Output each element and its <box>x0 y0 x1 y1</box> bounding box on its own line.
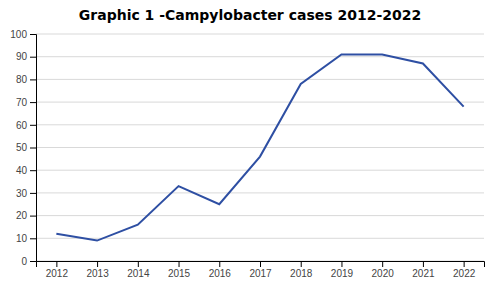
tick-mark <box>423 261 424 267</box>
tick-label: 2014 <box>127 268 150 279</box>
x-axis: 2012 2013 2014 2015 2016 2017 2018 2019 2020 2021… <box>37 261 485 279</box>
tick-mark <box>30 193 36 194</box>
tick: 40 <box>16 165 36 176</box>
tick-label: 70 <box>16 97 28 108</box>
tick-mark <box>30 34 36 35</box>
tick-label: 2012 <box>46 268 69 279</box>
tick-label: 20 <box>16 210 28 221</box>
tick: 60 <box>16 120 36 131</box>
tick-mark <box>30 79 36 80</box>
tick-mark <box>30 102 36 103</box>
tick-mark <box>56 261 57 267</box>
grid-line <box>36 170 484 171</box>
tick: 70 <box>16 97 36 108</box>
axis-line <box>37 262 485 268</box>
tick: 2014 <box>127 261 150 279</box>
tick-mark <box>30 170 36 171</box>
grid-line <box>36 56 484 57</box>
tick: 2020 <box>372 261 395 279</box>
grid-line <box>36 124 484 125</box>
y-axis: 0 10 20 30 40 50 60 70 80 90 100 <box>10 29 36 267</box>
tick: 2015 <box>168 261 191 279</box>
tick-mark <box>30 148 36 149</box>
tick-mark <box>219 261 220 267</box>
tick-label: 2016 <box>209 268 232 279</box>
tick: 2013 <box>86 261 109 279</box>
tick: 2017 <box>249 261 272 279</box>
tick-label: 90 <box>16 51 28 62</box>
tick-label: 50 <box>16 142 28 153</box>
tick-label: 10 <box>16 233 28 244</box>
tick: 90 <box>16 51 36 62</box>
tick: 30 <box>16 188 36 199</box>
tick-mark <box>382 261 383 267</box>
tick-mark <box>30 216 36 217</box>
tick-label: 2022 <box>453 268 476 279</box>
tick-label: 2015 <box>168 268 191 279</box>
tick-mark <box>30 125 36 126</box>
tick-label: 0 <box>21 256 27 267</box>
tick-label: 80 <box>16 74 28 85</box>
tick-mark <box>464 261 465 267</box>
marks <box>56 54 463 240</box>
tick: 2012 <box>46 261 69 279</box>
tick-mark <box>260 261 261 267</box>
tick: 20 <box>16 210 36 221</box>
axis-line <box>30 35 37 262</box>
tick-mark <box>30 261 36 262</box>
tick-label: 30 <box>16 188 28 199</box>
tick-mark <box>97 261 98 267</box>
tick-label: 2021 <box>412 268 435 279</box>
tick: 0 <box>21 256 36 267</box>
tick-label: 2018 <box>290 268 313 279</box>
tick-mark <box>138 261 139 267</box>
grid-line <box>36 192 484 193</box>
tick-label: 2013 <box>86 268 109 279</box>
tick-mark <box>301 261 302 267</box>
tick-label: 2017 <box>249 268 272 279</box>
tick: 2022 <box>453 261 476 279</box>
tick: 50 <box>16 142 36 153</box>
line <box>56 54 463 240</box>
tick-label: 2020 <box>372 268 395 279</box>
tick-label: 40 <box>16 165 28 176</box>
tick: 2016 <box>209 261 232 279</box>
tick-label: 2019 <box>331 268 354 279</box>
tick: 80 <box>16 74 36 85</box>
tick-mark <box>341 261 342 267</box>
tick-mark <box>179 261 180 267</box>
grid-line <box>36 147 484 148</box>
tick-mark <box>30 57 36 58</box>
grid-line <box>36 215 484 216</box>
grid-line <box>36 102 484 103</box>
tick: 2019 <box>331 261 354 279</box>
tick-label: 100 <box>10 29 27 40</box>
tick: 2018 <box>290 261 313 279</box>
tick: 2021 <box>412 261 435 279</box>
tick: 10 <box>16 233 36 244</box>
grid-line <box>36 79 484 80</box>
grid <box>36 34 484 261</box>
plot: 2012 2013 2014 2015 2016 2017 2018 2019 2020 2021… <box>10 29 484 279</box>
title: Graphic 1 -Campylobacter cases 2012-2022 <box>79 7 421 23</box>
tick: 100 <box>10 29 36 40</box>
tick-label: 60 <box>16 120 28 131</box>
tick-mark <box>30 238 36 239</box>
chart: Graphic 1 -Campylobacter cases 2012-2022… <box>0 0 500 287</box>
grid-line <box>36 34 484 35</box>
